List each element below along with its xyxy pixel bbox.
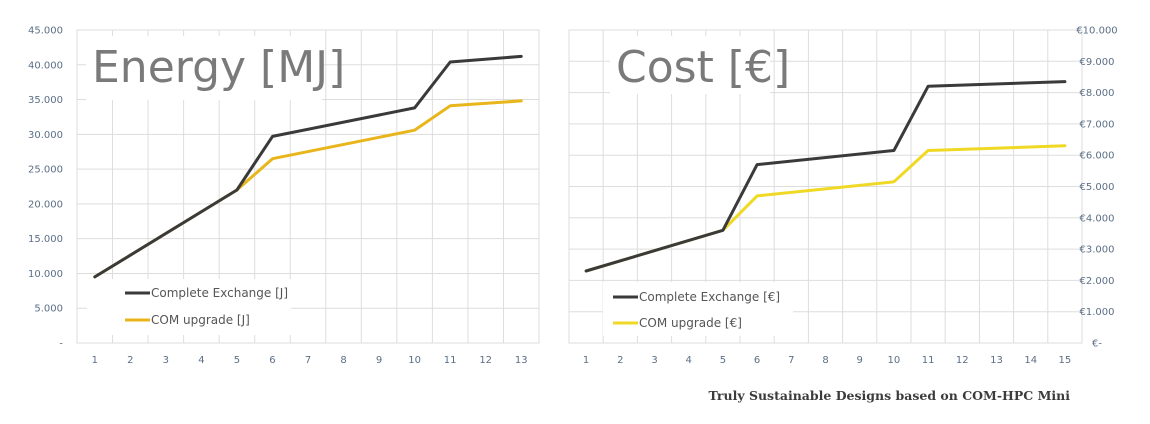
y-tick-label: €- bbox=[1092, 339, 1102, 350]
y-tick-label: 25.000 bbox=[28, 165, 63, 176]
x-tick-label: 5 bbox=[720, 355, 726, 366]
x-tick-label: 4 bbox=[198, 355, 204, 366]
legend-label: COM upgrade [€] bbox=[639, 316, 742, 330]
x-tick-label: 13 bbox=[515, 355, 528, 366]
x-tick-label: 1 bbox=[92, 355, 98, 366]
title-backdrop bbox=[86, 36, 322, 100]
y-tick-label: 30.000 bbox=[28, 130, 63, 141]
series-line-com-upgrade bbox=[584, 144, 1067, 273]
x-tick-label: 10 bbox=[888, 355, 901, 366]
y-tick-label: 5.000 bbox=[34, 304, 63, 315]
x-tick-label: 7 bbox=[305, 355, 311, 366]
x-tick-label: 13 bbox=[990, 355, 1003, 366]
y-tick-label: €1.000 bbox=[1080, 307, 1115, 318]
x-tick-label: 6 bbox=[754, 355, 760, 366]
figure-caption: Truly Sustainable Designs based on COM-H… bbox=[708, 388, 1070, 403]
y-tick-label: €9.000 bbox=[1080, 57, 1115, 68]
legend-label: COM upgrade [J] bbox=[151, 313, 250, 327]
legend-label: Complete Exchange [€] bbox=[639, 290, 780, 304]
x-tick-label: 3 bbox=[163, 355, 169, 366]
y-tick-label: €7.000 bbox=[1080, 119, 1115, 130]
legend-backdrop bbox=[87, 279, 291, 335]
y-axis: - 5.000 10.000 15.000 20.000 25.000 30.000 35.0… bbox=[28, 26, 63, 350]
x-tick-label: 1 bbox=[583, 355, 589, 366]
x-tick-label: 10 bbox=[408, 355, 421, 366]
x-tick-label: 5 bbox=[234, 355, 240, 366]
y-tick-label: €3.000 bbox=[1080, 245, 1115, 256]
chart-title: Cost [€] bbox=[616, 42, 790, 93]
x-tick-label: 12 bbox=[479, 355, 492, 366]
x-tick-label: 9 bbox=[857, 355, 863, 366]
title-backdrop bbox=[610, 36, 770, 94]
x-tick-label: 7 bbox=[788, 355, 794, 366]
y-tick-label: €2.000 bbox=[1080, 276, 1115, 287]
chart-grid bbox=[568, 29, 1083, 344]
x-tick-label: 11 bbox=[444, 355, 457, 366]
y-tick-label: €6.000 bbox=[1080, 151, 1115, 162]
y-tick-label: 35.000 bbox=[28, 95, 63, 106]
x-tick-label: 8 bbox=[340, 355, 346, 366]
chart-title: Energy [MJ] bbox=[92, 42, 345, 93]
x-tick-label: 2 bbox=[617, 355, 623, 366]
x-tick-label: 8 bbox=[822, 355, 828, 366]
series-line-com-upgrade bbox=[93, 99, 523, 279]
x-tick-label: 15 bbox=[1059, 355, 1072, 366]
y-tick-label: 40.000 bbox=[28, 60, 63, 71]
x-tick-label: 3 bbox=[651, 355, 657, 366]
x-tick-label: 6 bbox=[269, 355, 275, 366]
y-tick-label: €5.000 bbox=[1080, 182, 1115, 193]
y-tick-label: 15.000 bbox=[28, 234, 63, 245]
x-tick-label: 9 bbox=[376, 355, 382, 366]
x-tick-label: 2 bbox=[127, 355, 133, 366]
x-axis: 1 2 3 4 5 6 7 8 9 10 11 12 13 14 15 bbox=[583, 355, 1071, 366]
energy-chart: Energy [MJ] - 5.000 10.000 15.000 20.000 25.00… bbox=[28, 26, 540, 366]
y-tick-label: - bbox=[59, 339, 63, 350]
series-line-complete-exchange bbox=[93, 54, 523, 279]
y-tick-label: 45.000 bbox=[28, 26, 63, 37]
legend-backdrop bbox=[603, 282, 793, 336]
y-tick-label: €10.000 bbox=[1076, 26, 1117, 37]
y-tick-label: €8.000 bbox=[1080, 88, 1115, 99]
cost-chart: Cost [€] €- €1.000 €2.000 €3.000 €4.000 €5.000… bbox=[568, 26, 1118, 366]
y-tick-label: 10.000 bbox=[28, 269, 63, 280]
y-tick-label: 20.000 bbox=[28, 199, 63, 210]
x-tick-label: 12 bbox=[956, 355, 969, 366]
x-tick-label: 14 bbox=[1024, 355, 1037, 366]
legend: Complete Exchange [J] COM upgrade [J] bbox=[125, 286, 288, 327]
x-tick-label: 11 bbox=[922, 355, 935, 366]
legend-label: Complete Exchange [J] bbox=[151, 286, 288, 300]
legend: Complete Exchange [€] COM upgrade [€] bbox=[613, 290, 780, 330]
y-axis: €- €1.000 €2.000 €3.000 €4.000 €5.000 €6.000 €7… bbox=[1076, 26, 1117, 350]
y-tick-label: €4.000 bbox=[1080, 213, 1115, 224]
x-axis: 1 2 3 4 5 6 7 8 9 10 11 12 13 bbox=[92, 355, 528, 366]
series-line-complete-exchange bbox=[584, 80, 1067, 273]
x-tick-label: 4 bbox=[686, 355, 692, 366]
